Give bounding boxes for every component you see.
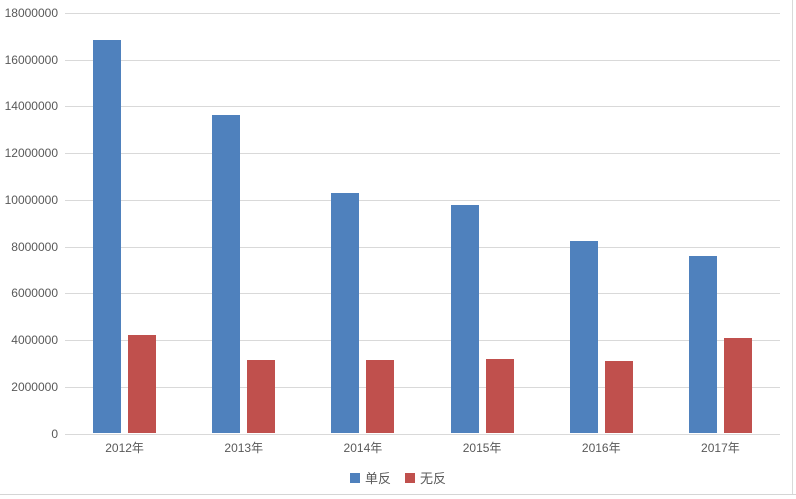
- legend-item-单反: 单反: [349, 468, 391, 487]
- bar-无反-2012年: [128, 335, 157, 434]
- x-axis-tick-label: 2014年: [343, 440, 383, 455]
- y-axis-tick-label: 0: [51, 426, 58, 441]
- x-axis-tick-label: 2017年: [701, 440, 740, 455]
- legend-item-无反: 无反: [405, 468, 446, 487]
- y-axis-tick-label: 4000000: [11, 333, 58, 348]
- bar-单反-2013年: [212, 114, 241, 434]
- bar-无反-2015年: [485, 358, 514, 434]
- bar-单反-2012年: [93, 39, 122, 434]
- gridline: [65, 386, 780, 388]
- bar-无反-2016年: [604, 361, 633, 434]
- y-axis-tick-label: 6000000: [11, 286, 58, 301]
- y-axis-tick-label: 2000000: [11, 379, 58, 394]
- gridline: [65, 106, 780, 108]
- legend-label: 无反: [420, 471, 447, 486]
- y-axis-tick-label: 16000000: [4, 52, 58, 67]
- legend: 单反 无反: [0, 468, 796, 487]
- bar-单反-2016年: [569, 240, 598, 434]
- gridline: [65, 340, 780, 342]
- legend-swatch-icon: [405, 472, 415, 483]
- gridline: [65, 293, 780, 295]
- gridline: [65, 246, 780, 248]
- legend-label: 单反: [364, 471, 391, 486]
- gridline: [65, 13, 780, 14]
- y-axis-tick-label: 18000000: [4, 6, 58, 20]
- gridline: [65, 153, 780, 155]
- legend-swatch-icon: [349, 472, 360, 483]
- y-axis-tick-label: 8000000: [11, 239, 58, 254]
- chart-border-bottom: [0, 494, 796, 495]
- chart-border-right: [792, 0, 793, 495]
- bar-无反-2017年: [723, 337, 752, 434]
- bar-单反-2017年: [688, 255, 717, 434]
- y-axis-tick-label: 12000000: [4, 146, 58, 161]
- gridline: [65, 59, 780, 61]
- y-axis-tick-label: 10000000: [4, 192, 58, 207]
- x-axis-tick-label: 2013年: [224, 440, 264, 455]
- bar-单反-2014年: [331, 192, 360, 434]
- y-axis-tick-label: 14000000: [4, 99, 58, 114]
- bar-无反-2014年: [366, 359, 395, 434]
- gridline: [65, 199, 780, 201]
- bar-单反-2015年: [450, 204, 479, 434]
- x-axis-tick-label: 2012年: [105, 440, 144, 455]
- x-axis-tick-label: 2016年: [581, 440, 621, 455]
- gridline: [65, 433, 780, 435]
- bar-无反-2013年: [247, 359, 276, 434]
- x-axis-tick-label: 2015年: [462, 440, 502, 455]
